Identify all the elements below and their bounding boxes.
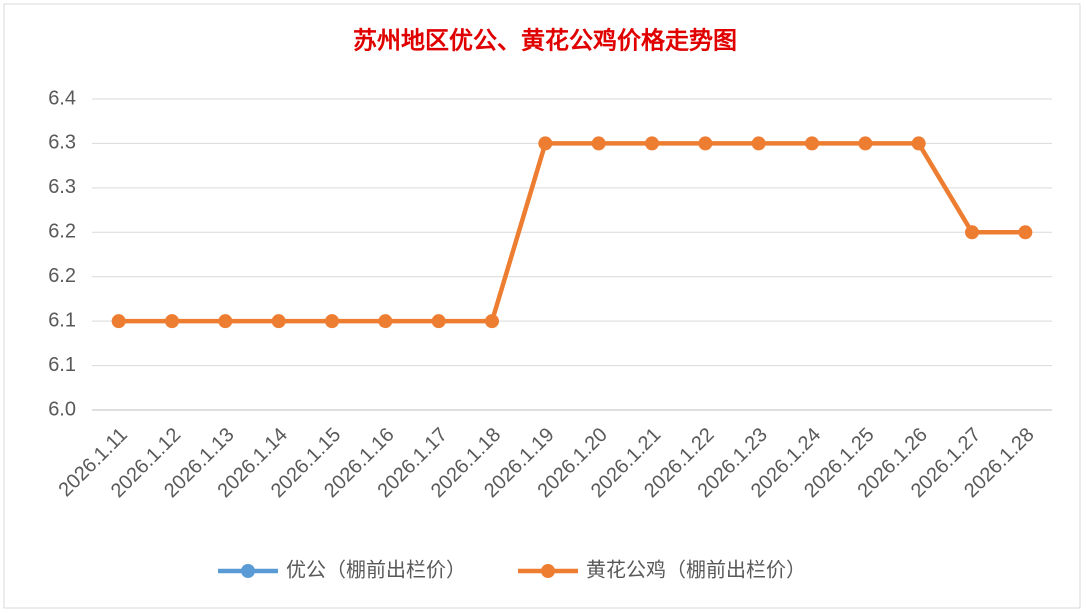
data-point [965, 225, 979, 240]
data-point [378, 314, 393, 329]
y-tick-label: 6.2 [48, 221, 76, 243]
chart-title: 苏州地区优公、黄花公鸡价格走势图 [353, 26, 737, 55]
y-tick-label: 6.1 [48, 354, 76, 376]
y-tick-label: 6.3 [48, 176, 76, 198]
legend-marker [541, 564, 555, 578]
y-tick-label: 6.0 [48, 398, 76, 420]
chart-frame [3, 3, 1081, 609]
series-line [118, 141, 1026, 324]
data-point [858, 136, 873, 151]
data-point [1018, 225, 1033, 240]
legend-marker [241, 564, 255, 578]
data-point [111, 314, 126, 329]
data-point [218, 314, 233, 329]
data-point [805, 136, 819, 151]
data-point [431, 314, 446, 329]
data-point [165, 314, 179, 329]
y-tick-label: 6.2 [48, 265, 76, 287]
data-point [591, 136, 606, 151]
data-point [645, 136, 659, 151]
y-tick-label: 6.1 [48, 309, 76, 331]
data-point [911, 136, 926, 151]
data-point [538, 136, 553, 151]
data-point [698, 136, 713, 151]
data-point [325, 314, 339, 329]
y-tick-label: 6.3 [48, 132, 76, 154]
data-point [485, 314, 499, 329]
data-point [751, 136, 766, 151]
y-tick-label: 6.4 [48, 87, 76, 109]
legend-label: 黄花公鸡（棚前出栏价） [586, 558, 806, 581]
data-point [271, 314, 286, 329]
legend-label: 优公（棚前出栏价） [286, 558, 466, 581]
